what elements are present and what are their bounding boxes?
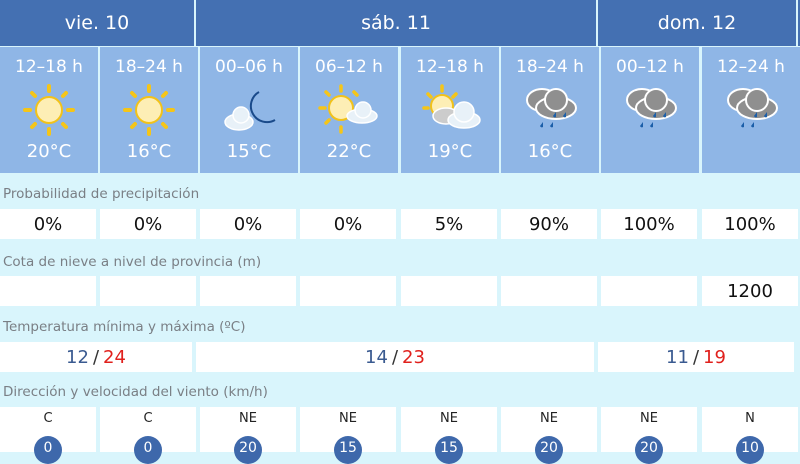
wind-speed-badge: 20 [234, 436, 262, 464]
wind-cell: NE 15 [300, 407, 396, 464]
snow-cell [0, 276, 96, 306]
day-header: dom. 12 [598, 0, 796, 46]
sun-cloudy-icon [401, 79, 499, 141]
precip-cell: 100% [702, 209, 798, 239]
temp-range: 12/24 [0, 342, 192, 372]
wind-direction: NE [640, 411, 658, 426]
wind-cell: NE 20 [501, 407, 597, 464]
snow-cell [501, 276, 597, 306]
period-hours: 12–18 h [15, 57, 83, 77]
day-header: sáb. 11 [196, 0, 596, 46]
wind-cell: NE 20 [601, 407, 697, 464]
sun-icon [0, 79, 98, 141]
period-temp: 16°C [126, 141, 172, 162]
wind-direction: C [43, 411, 53, 426]
wind-speed-badge: 15 [435, 436, 463, 464]
forecast-period: 12–18 h 20°C [0, 47, 98, 173]
wind-speed-badge: 20 [535, 436, 563, 464]
period-hours: 00–12 h [616, 57, 684, 77]
wind-speed-badge: 0 [34, 436, 62, 464]
temp-range: 14/23 [196, 342, 594, 372]
precip-cell: 0% [100, 209, 196, 239]
temp-max: 24 [103, 346, 126, 368]
wind-label: Dirección y velocidad del viento (km/h) [3, 384, 268, 400]
precip-cell: 0% [300, 209, 396, 239]
forecast-period: 12–24 h [702, 47, 800, 173]
separator: / [92, 346, 100, 368]
forecast-period: 00–12 h [601, 47, 699, 173]
wind-direction: NE [540, 411, 558, 426]
precip-cell: 5% [401, 209, 497, 239]
forecast-period: 06–12 h 22°C [300, 47, 398, 173]
period-temp: 22°C [326, 141, 372, 162]
wind-direction: C [143, 411, 153, 426]
temp-range: 11/19 [598, 342, 794, 372]
day-header: vie. 10 [0, 0, 194, 46]
snow-label: Cota de nieve a nivel de provincia (m) [3, 254, 262, 270]
period-temp: 19°C [427, 141, 473, 162]
wind-cell: NE 20 [200, 407, 296, 464]
precip-cell: 100% [601, 209, 697, 239]
temp-max: 19 [703, 346, 726, 368]
forecast-period: 12–18 h 19°C [401, 47, 499, 173]
separator: / [692, 346, 700, 368]
wind-direction: NE [339, 411, 357, 426]
period-hours: 12–24 h [717, 57, 785, 77]
temp-max: 23 [402, 346, 425, 368]
period-temp: 20°C [26, 141, 72, 162]
forecast-period: 18–24 h 16°C [100, 47, 198, 173]
sun-cloud-icon [300, 79, 398, 141]
snow-cell [200, 276, 296, 306]
forecast-period: 18–24 h 16°C [501, 47, 599, 173]
period-hours: 18–24 h [516, 57, 584, 77]
snow-cell [300, 276, 396, 306]
precip-cell: 0% [200, 209, 296, 239]
period-temp: 15°C [226, 141, 272, 162]
snow-cell [100, 276, 196, 306]
moon-cloud-icon [200, 79, 298, 141]
wind-speed-badge: 20 [635, 436, 663, 464]
period-hours: 00–06 h [215, 57, 283, 77]
forecast-period: 00–06 h 15°C [200, 47, 298, 173]
precip-label: Probabilidad de precipitación [3, 186, 200, 202]
wind-speed-badge: 0 [134, 436, 162, 464]
wind-direction: NE [440, 411, 458, 426]
rain-icon [702, 79, 800, 141]
temp-min: 14 [365, 346, 388, 368]
rain-icon [501, 79, 599, 141]
sun-icon [100, 79, 198, 141]
precip-cell: 90% [501, 209, 597, 239]
period-hours: 12–18 h [416, 57, 484, 77]
temp-label: Temperatura mínima y máxima (ºC) [3, 319, 246, 335]
temp-min: 11 [666, 346, 689, 368]
wind-direction: NE [239, 411, 257, 426]
snow-cell: 1200 [702, 276, 798, 306]
wind-speed-badge: 10 [736, 436, 764, 464]
temp-min: 12 [66, 346, 89, 368]
wind-cell: NE 15 [401, 407, 497, 464]
snow-cell [601, 276, 697, 306]
snow-cell [401, 276, 497, 306]
precip-cell: 0% [0, 209, 96, 239]
wind-cell: N 10 [702, 407, 798, 464]
wind-speed-badge: 15 [334, 436, 362, 464]
period-hours: 18–24 h [115, 57, 183, 77]
wind-direction: N [745, 411, 755, 426]
separator: / [391, 346, 399, 368]
rain-icon [601, 79, 699, 141]
period-temp: 16°C [527, 141, 573, 162]
period-hours: 06–12 h [315, 57, 383, 77]
